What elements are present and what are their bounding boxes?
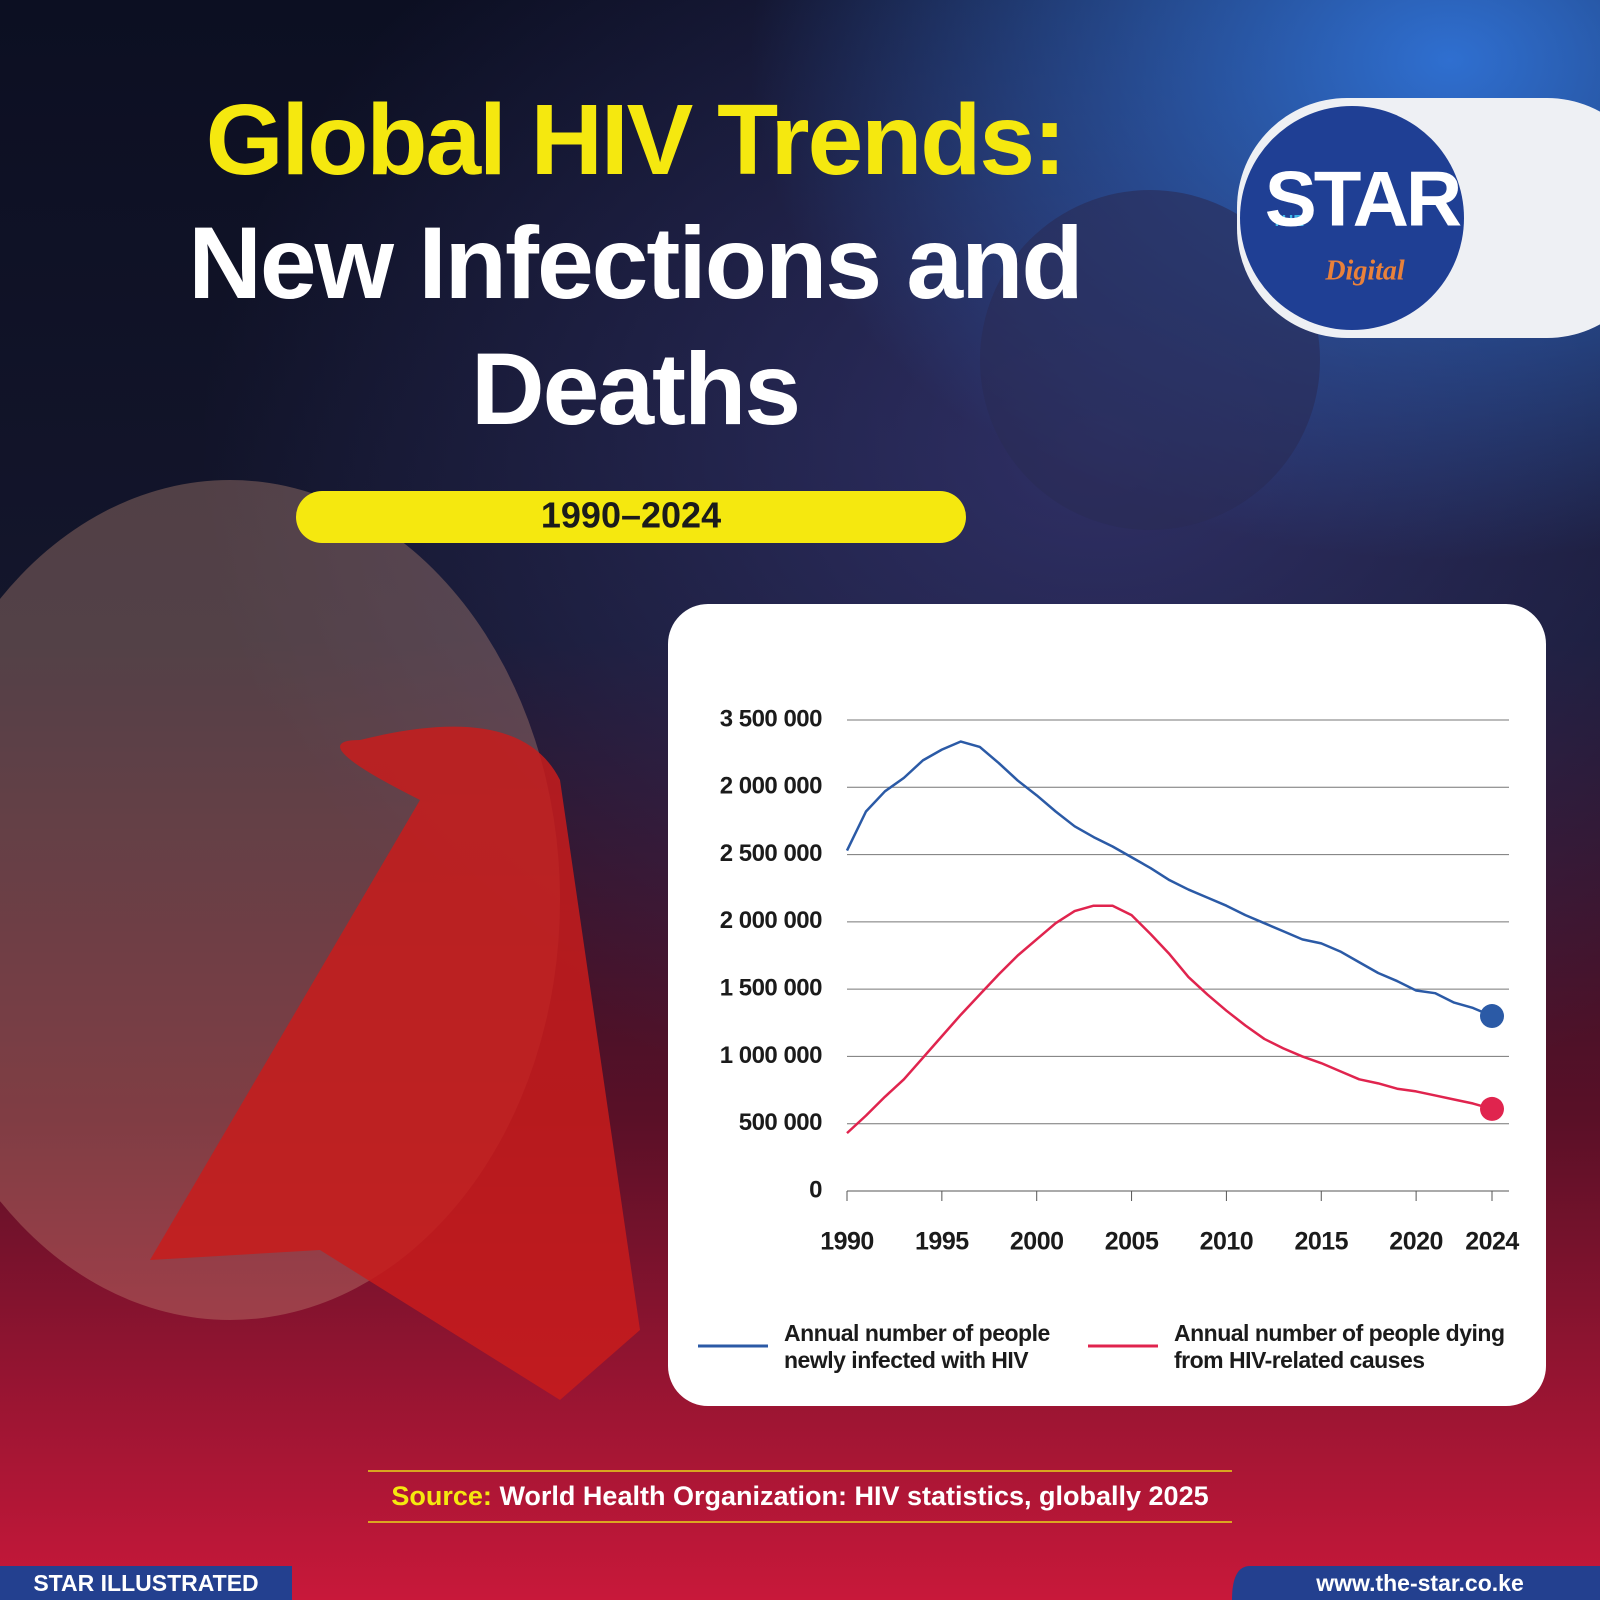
- y-tick-label: 2 000 000: [720, 907, 822, 934]
- legend-label: Annual number of people newly infected w…: [784, 1320, 1050, 1373]
- y-tick-label: 500 000: [739, 1109, 822, 1136]
- period: 1990–2024: [541, 495, 721, 536]
- y-tick-label: 2 500 000: [720, 840, 822, 867]
- legend-label: Annual number of people dying from HIV-r…: [1174, 1320, 1505, 1373]
- footer-left: STAR ILLUSTRATED: [33, 1570, 258, 1596]
- x-tick-label: 2024: [1465, 1228, 1519, 1256]
- end-point: [1480, 1004, 1504, 1029]
- series-line: [845, 740, 1493, 1018]
- source: Source: World Health Organization: HIV s…: [391, 1481, 1208, 1511]
- period-badge: [296, 491, 966, 543]
- x-tick-label: 2015: [1294, 1228, 1348, 1256]
- x-tick-label: 1995: [915, 1228, 969, 1256]
- footer-bar: [0, 1566, 292, 1600]
- logo-tag: Digital: [1324, 255, 1405, 286]
- x-tick-label: 2020: [1389, 1228, 1443, 1256]
- chart-title: Global HIV Trends:: [205, 84, 1067, 196]
- x-tick-label: 2010: [1200, 1228, 1254, 1256]
- y-tick-label: 2 000 000: [720, 773, 822, 800]
- x-tick-label: 2005: [1105, 1228, 1159, 1256]
- end-point: [1480, 1096, 1504, 1121]
- logo-small: THE: [1272, 213, 1304, 230]
- ribbon-decoration: [150, 726, 640, 1400]
- chart-subtitle: New Infections and Deaths: [188, 206, 1083, 446]
- chart-panel: [668, 604, 1546, 1406]
- footer-bar: [1232, 1566, 1600, 1600]
- logo-name: STAR: [1265, 155, 1461, 243]
- source-label: Source:: [391, 1481, 492, 1511]
- y-tick-label: 1 500 000: [720, 974, 822, 1001]
- x-tick-label: 2000: [1010, 1228, 1064, 1256]
- x-tick-label: 1990: [820, 1228, 874, 1256]
- y-tick-label: 1 000 000: [720, 1042, 822, 1069]
- y-tick-label: 0: [809, 1176, 822, 1203]
- logo-circle: [1240, 106, 1464, 330]
- footer-right: www.the-star.co.ke: [1315, 1570, 1524, 1596]
- source-text: World Health Organization: HIV statistic…: [499, 1481, 1208, 1511]
- series-line: [846, 904, 1493, 1135]
- y-tick-label: 3 500 000: [720, 705, 822, 732]
- virus-decoration: [980, 190, 1320, 530]
